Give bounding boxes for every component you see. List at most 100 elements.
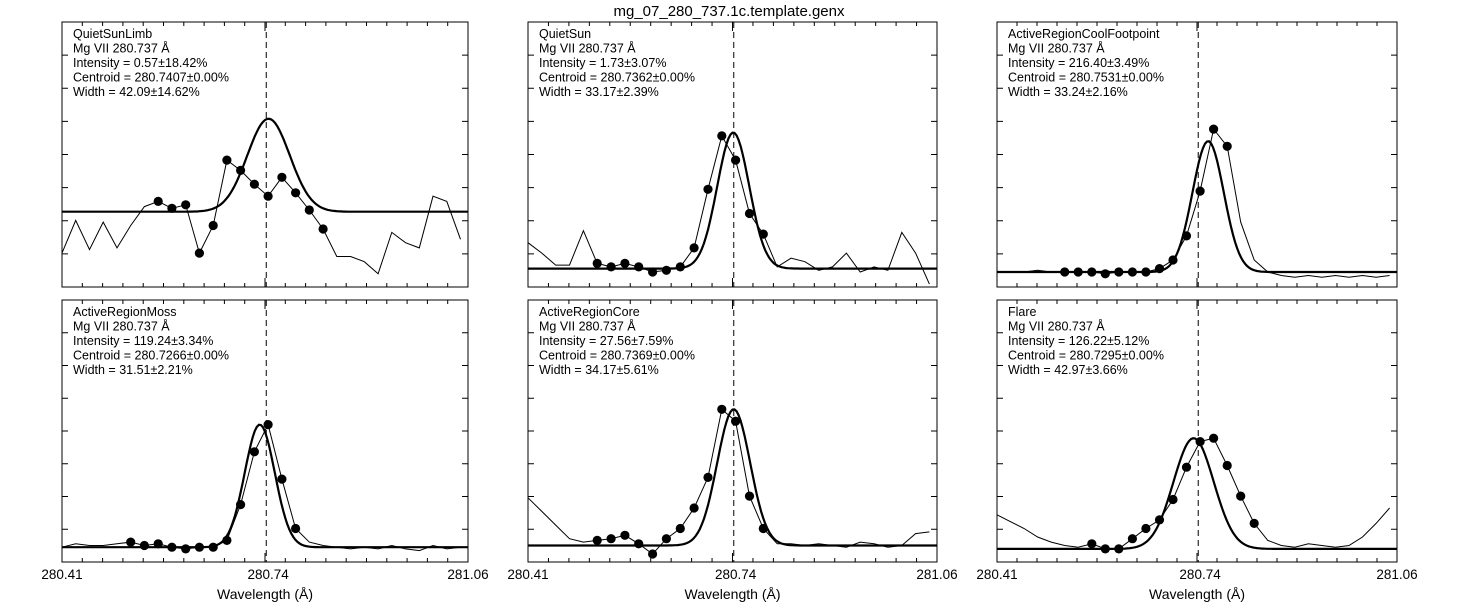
data-point	[291, 188, 301, 198]
data-point	[318, 224, 328, 234]
data-point	[1154, 264, 1165, 274]
fit-curve	[528, 131, 937, 270]
data-point	[744, 491, 755, 501]
data-point	[606, 534, 616, 544]
data-point	[1127, 267, 1137, 277]
centroid-label: Centroid = 280.7531±0.00%	[1008, 71, 1164, 85]
data-point	[1060, 267, 1070, 277]
data-point	[620, 530, 630, 540]
axis-ticks	[61, 22, 469, 287]
panel-title: ActiveRegionCore	[539, 305, 640, 319]
x-tick-label: 281.06	[1376, 567, 1417, 582]
data-line	[527, 134, 930, 285]
data-point	[1222, 460, 1232, 471]
x-tick-label: 281.06	[916, 567, 957, 582]
width-label: Width = 42.09±14.62%	[73, 85, 200, 99]
data-point	[126, 537, 136, 547]
data-point	[648, 549, 658, 559]
data-point	[1249, 518, 1259, 529]
data-line	[61, 423, 461, 552]
data-point	[731, 155, 741, 165]
data-point	[249, 179, 259, 189]
x-axis-label: Wavelength (Å)	[1149, 586, 1245, 602]
fit-curve	[62, 423, 468, 549]
data-point	[291, 523, 301, 534]
data-point	[592, 535, 602, 546]
data-point	[634, 262, 644, 272]
data-point	[1100, 544, 1110, 554]
line-label: Mg VII 280.737 Å	[1008, 319, 1105, 334]
data-point	[606, 262, 616, 272]
fit-curve	[528, 408, 937, 547]
panel-title: QuietSunLimb	[73, 27, 152, 41]
data-point	[758, 523, 768, 534]
data-point	[249, 447, 259, 457]
intensity-label: Intensity = 126.22±5.12%	[1008, 334, 1149, 348]
x-tick-label: 281.06	[447, 567, 488, 582]
x-tick-label: 280.41	[41, 567, 82, 582]
line-label: Mg VII 280.737 Å	[1008, 41, 1105, 56]
data-point	[139, 540, 149, 551]
panel-title: ActiveRegionCoolFootpoint	[1008, 27, 1160, 41]
data-point	[592, 258, 602, 268]
data-point	[648, 267, 658, 277]
panel-title: ActiveRegionMoss	[73, 305, 177, 319]
axis-ticks	[527, 22, 938, 287]
x-axis-label: Wavelength (Å)	[685, 586, 781, 602]
data-point	[1195, 437, 1205, 447]
data-point	[661, 534, 672, 544]
data-point	[181, 544, 191, 554]
intensity-label: Intensity = 216.40±3.49%	[1008, 56, 1149, 70]
data-point	[620, 258, 630, 268]
centroid-label: Centroid = 280.7407±0.00%	[73, 71, 229, 85]
data-point	[1141, 267, 1151, 277]
data-point	[208, 542, 218, 552]
fit-curve	[62, 117, 468, 213]
data-point	[167, 203, 177, 213]
data-point	[758, 229, 768, 239]
data-point	[634, 539, 644, 549]
data-point	[153, 196, 163, 206]
data-point	[236, 165, 246, 175]
data-point	[1168, 494, 1178, 505]
data-point	[153, 539, 163, 549]
data-point	[222, 535, 232, 546]
data-point	[1154, 515, 1165, 525]
data-line	[527, 408, 930, 555]
axis-ticks	[996, 22, 1398, 287]
figure-title: mg_07_280_737.1c.template.genx	[613, 3, 845, 20]
data-point	[1141, 523, 1151, 534]
width-label: Width = 31.51±2.21%	[73, 363, 193, 377]
data-point	[1168, 255, 1178, 265]
data-point	[181, 200, 191, 210]
data-point	[1195, 186, 1205, 196]
data-point	[717, 131, 727, 141]
data-point	[167, 542, 177, 552]
line-label: Mg VII 280.737 Å	[73, 319, 170, 334]
axis-ticks	[61, 300, 469, 562]
data-point	[1087, 267, 1097, 277]
data-line	[61, 159, 461, 275]
centroid-label: Centroid = 280.7295±0.00%	[1008, 349, 1164, 363]
centroid-label: Centroid = 280.7266±0.00%	[73, 349, 229, 363]
data-line	[997, 127, 1390, 278]
data-point	[661, 265, 672, 275]
line-label: Mg VII 280.737 Å	[539, 41, 636, 56]
data-point	[277, 474, 287, 484]
data-point	[703, 184, 713, 194]
fit-curve	[997, 437, 1397, 551]
axis-ticks	[527, 300, 938, 562]
data-point	[208, 220, 218, 231]
x-tick-label: 280.74	[1179, 567, 1221, 582]
data-point	[277, 172, 287, 182]
data-point	[703, 472, 713, 482]
data-point	[1236, 491, 1246, 501]
data-point	[194, 542, 204, 552]
data-point	[222, 155, 232, 165]
data-point	[1100, 269, 1110, 279]
line-label: Mg VII 280.737 Å	[539, 319, 636, 334]
data-point	[744, 208, 755, 219]
